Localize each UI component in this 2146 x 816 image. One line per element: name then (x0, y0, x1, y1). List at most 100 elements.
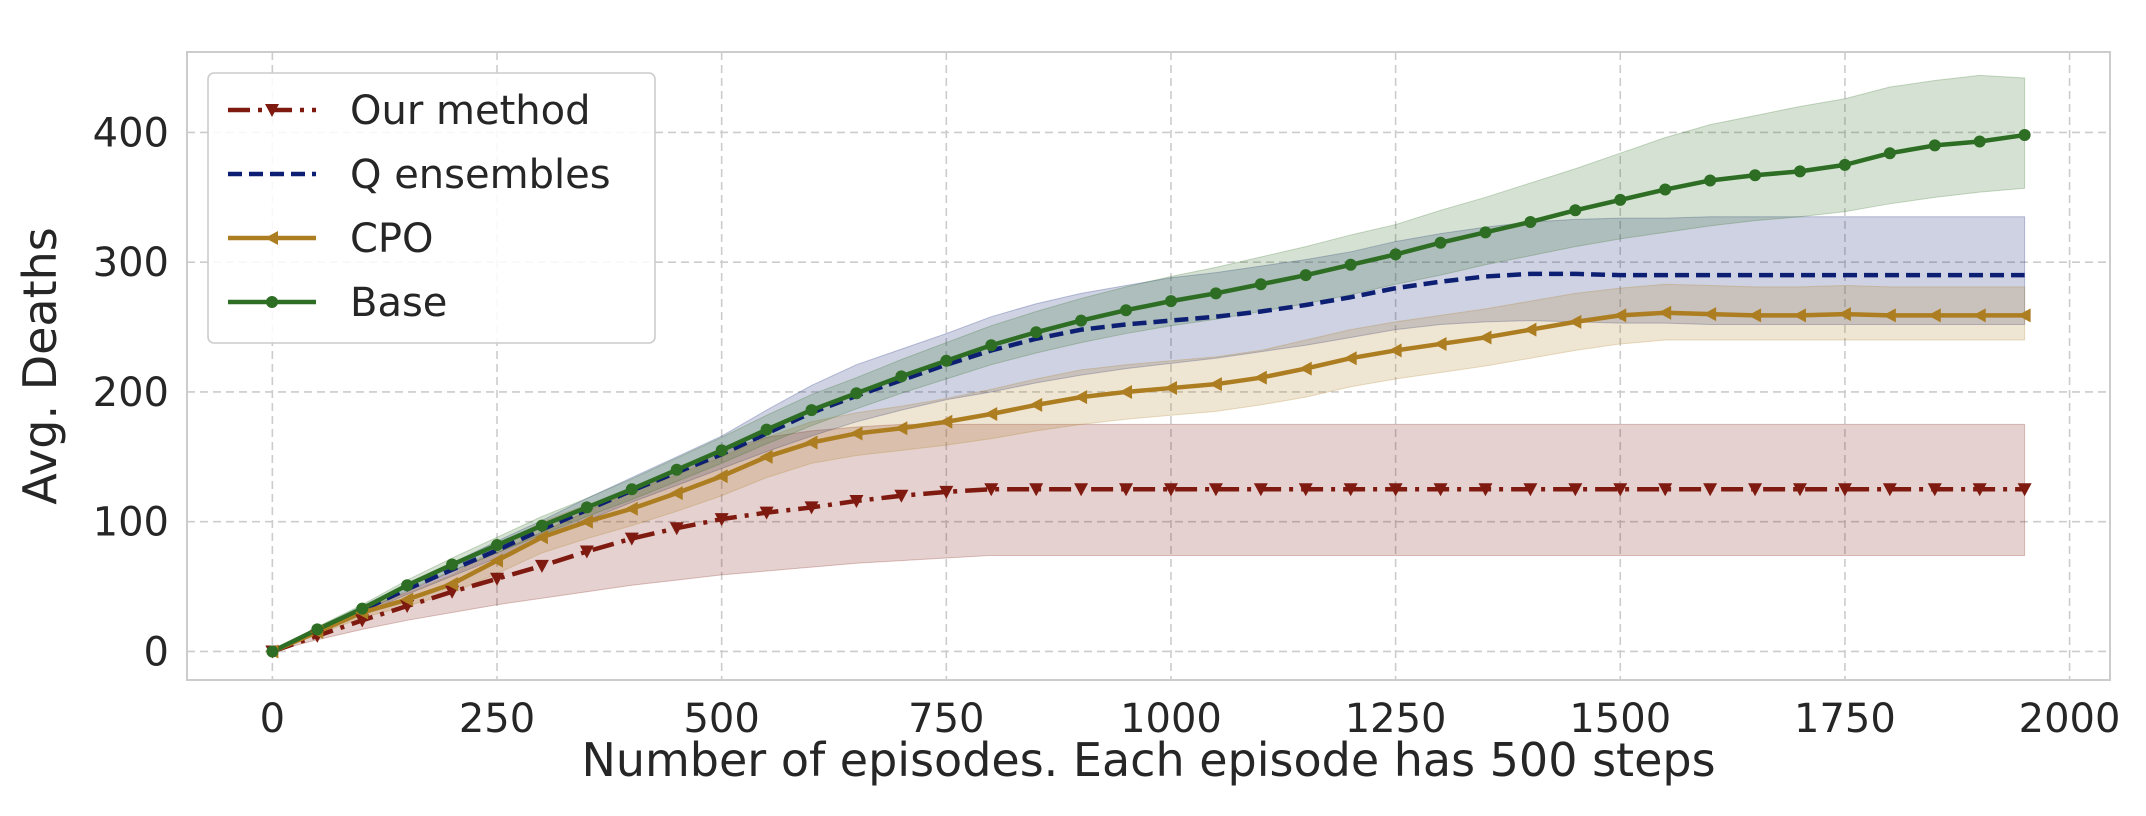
our-method-point (490, 572, 505, 586)
plot-frame (186, 51, 2111, 681)
base-point (1075, 314, 1088, 327)
our-method-point (1298, 483, 1313, 497)
base-point (1389, 248, 1402, 261)
cpo-point (849, 426, 863, 441)
our-method-point (1253, 483, 1268, 497)
base-point (2018, 129, 2031, 142)
base-point (1120, 304, 1133, 317)
base-point (985, 339, 998, 352)
cpo-point (1972, 308, 1986, 323)
grid (187, 52, 2110, 680)
cpo-point (534, 530, 548, 545)
cpo-point (894, 421, 908, 436)
cpo-point (1927, 308, 1941, 323)
base-point (491, 539, 504, 552)
our-method-point (1882, 483, 1897, 497)
cpo-point (1298, 361, 1312, 376)
cpo-point (669, 486, 683, 501)
cpo-point (2017, 308, 2031, 323)
our-method-point (1478, 483, 1493, 497)
base-point (1883, 147, 1896, 160)
our-method-point (849, 494, 864, 508)
series-markers (265, 129, 2032, 659)
base-point (1479, 226, 1492, 239)
cpo-point (624, 501, 638, 516)
base-point (535, 519, 548, 532)
x-tick-label: 2000 (2019, 696, 2121, 742)
cpo-point (1837, 307, 1851, 322)
legend-marker-base (266, 296, 278, 308)
base-point (580, 501, 593, 514)
our-method-point (1029, 483, 1044, 497)
x-tick-label: 250 (459, 696, 535, 742)
legend-label-base: Base (350, 280, 447, 326)
legend-label-our-method: Our method (350, 88, 590, 134)
legend-label-cpo: CPO (350, 216, 434, 262)
cpo-point (759, 449, 773, 464)
cpo-point (1658, 305, 1672, 320)
our-method-point (759, 506, 774, 520)
our-method-point (804, 501, 819, 515)
cpo-point (1478, 330, 1492, 345)
base-point (1569, 204, 1582, 217)
base-point (1254, 278, 1267, 291)
cpo-point (1253, 370, 1267, 385)
base-point (1164, 295, 1177, 308)
base-point (1928, 139, 1941, 152)
base-point (805, 404, 818, 417)
our-method-point (1658, 483, 1673, 497)
cpo-point (1074, 390, 1088, 405)
base-point (670, 463, 683, 476)
our-method-point (534, 559, 549, 573)
base-point (1299, 269, 1312, 282)
cpo-point (1703, 307, 1717, 322)
base-point (760, 423, 773, 436)
base-point (715, 444, 728, 457)
our-method-point (624, 532, 639, 546)
x-tick-label: 500 (683, 696, 759, 742)
cpo-point (804, 435, 818, 450)
y-tick-label: 400 (93, 110, 169, 156)
cpo-point (1163, 381, 1177, 396)
cpo-point (1388, 343, 1402, 358)
our-method-point (1119, 483, 1134, 497)
cpo-point (1613, 308, 1627, 323)
x-tick-labels: 0 250 500 750 1000 1250 1500 1750 2000 (260, 696, 2121, 742)
x-tick-label: 0 (260, 696, 285, 742)
our-method-point (1343, 483, 1358, 497)
cpo-point (1748, 308, 1762, 323)
cpo-point (490, 553, 504, 568)
our-method-point (1568, 483, 1583, 497)
cpo-point (984, 407, 998, 422)
base-point (1524, 215, 1537, 228)
legend: Our method Q ensembles CPO Base (207, 72, 656, 344)
base-point (1614, 193, 1627, 206)
base-point (1030, 326, 1043, 339)
our-method-point (984, 483, 999, 497)
base-point (401, 579, 414, 592)
base-point (850, 387, 863, 400)
cpo-point (714, 469, 728, 484)
base-point (1434, 236, 1447, 249)
x-tick-label: 1750 (1794, 696, 1896, 742)
x-tick-label: 1000 (1120, 696, 1222, 742)
base-point (446, 558, 459, 571)
base-point (1209, 287, 1222, 300)
y-tick-label: 200 (93, 370, 169, 416)
legend-label-q-ensembles: Q ensembles (350, 152, 611, 198)
base-point (895, 370, 908, 383)
our-method-line (271, 487, 2025, 654)
our-method-point (894, 489, 909, 503)
our-method-point (1208, 483, 1223, 497)
cpo-point (1433, 336, 1447, 351)
our-method-point (1748, 483, 1763, 497)
base-point (625, 483, 638, 496)
y-tick-label: 100 (93, 500, 169, 546)
cpo-point (1792, 308, 1806, 323)
our-method-point (1703, 483, 1718, 497)
base-point (1793, 165, 1806, 178)
our-method-point (714, 513, 729, 527)
base-point (266, 645, 279, 658)
cpo-point (1882, 308, 1896, 323)
